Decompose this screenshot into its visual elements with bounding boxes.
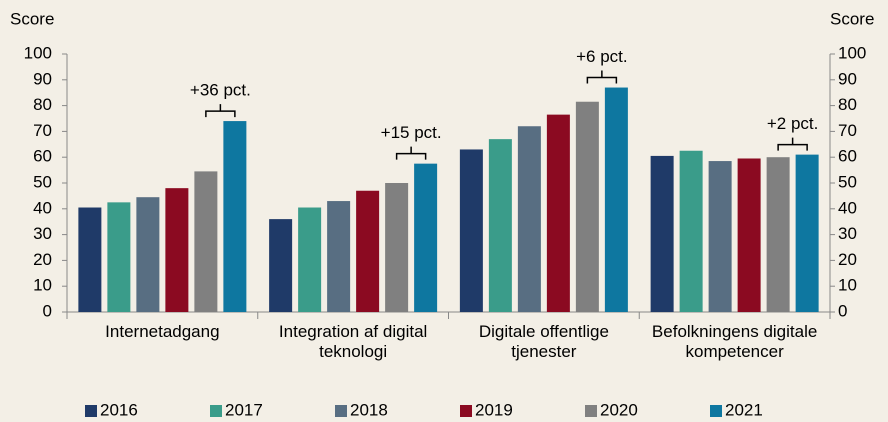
legend-label: 2016 <box>100 400 138 419</box>
y-tick-label: 80 <box>33 95 52 114</box>
y2-tick-label: 80 <box>838 95 857 114</box>
bar <box>679 150 703 312</box>
y2-tick-label: 90 <box>838 69 857 88</box>
bar <box>165 188 189 312</box>
annotation: +36 pct. <box>190 81 251 100</box>
y-tick-label: 60 <box>33 147 52 166</box>
annotation-bracket <box>395 146 427 160</box>
bar <box>223 121 247 312</box>
legend-swatch <box>460 405 472 417</box>
legend-label: 2018 <box>350 400 388 419</box>
annotation: +6 pct. <box>576 47 628 66</box>
bar <box>650 155 674 312</box>
bar <box>708 161 732 312</box>
x-tick-label: Digitale offentlige tjenester <box>478 322 609 361</box>
y-tick-label: 30 <box>33 224 52 243</box>
bar <box>459 149 483 312</box>
bar <box>766 157 790 312</box>
y-tick-label: 40 <box>33 198 52 217</box>
y-axis-label: Score <box>10 9 54 28</box>
legend-swatch <box>85 405 97 417</box>
bar <box>136 197 160 312</box>
bar <box>795 154 819 312</box>
bar <box>575 101 599 312</box>
y2-tick-label: 10 <box>838 276 857 295</box>
bar <box>604 87 628 312</box>
y2-tick-label: 30 <box>838 224 857 243</box>
y2-tick-label: 0 <box>838 301 847 320</box>
legend-swatch <box>710 405 722 417</box>
y2-tick-label: 70 <box>838 121 857 140</box>
y-tick-label: 10 <box>33 276 52 295</box>
y2-tick-label: 40 <box>838 198 857 217</box>
y2-tick-label: 20 <box>838 250 857 269</box>
annotation-bracket <box>586 70 618 84</box>
y-tick-label: 100 <box>24 43 52 62</box>
legend-label: 2017 <box>225 400 263 419</box>
bar <box>78 207 102 312</box>
y-tick-label: 20 <box>33 250 52 269</box>
legend-label: 2021 <box>725 400 763 419</box>
bar <box>269 219 293 312</box>
bar <box>107 202 131 312</box>
annotation-bracket <box>777 137 808 151</box>
bar <box>488 139 512 312</box>
bar <box>385 183 409 312</box>
legend-swatch <box>210 405 222 417</box>
y2-tick-label: 60 <box>838 147 857 166</box>
y-tick-label: 70 <box>33 121 52 140</box>
bar <box>517 126 541 313</box>
legend-label: 2019 <box>475 400 513 419</box>
y2-tick-label: 100 <box>838 43 866 62</box>
y2-tick-label: 50 <box>838 172 857 191</box>
y2-axis-label: Score <box>830 9 874 28</box>
bar <box>414 163 438 312</box>
annotation: +15 pct. <box>381 123 442 142</box>
bar <box>327 201 351 312</box>
bar <box>737 158 761 312</box>
legend-label: 2020 <box>600 400 638 419</box>
annotation-bracket <box>205 104 236 118</box>
x-tick-label: Integration af digital teknologi <box>278 322 428 361</box>
annotation: +2 pct. <box>767 114 819 133</box>
bar <box>356 190 380 312</box>
x-tick-label: Befolkningens digitale kompetencer <box>651 322 818 361</box>
legend-swatch <box>585 405 597 417</box>
y-tick-label: 50 <box>33 172 52 191</box>
bar <box>194 171 218 312</box>
y-tick-label: 90 <box>33 69 52 88</box>
legend-swatch <box>335 405 347 417</box>
bar <box>298 207 322 312</box>
x-tick-label: Internetadgang <box>105 322 220 341</box>
y-tick-label: 0 <box>43 301 52 320</box>
bar <box>546 114 570 312</box>
